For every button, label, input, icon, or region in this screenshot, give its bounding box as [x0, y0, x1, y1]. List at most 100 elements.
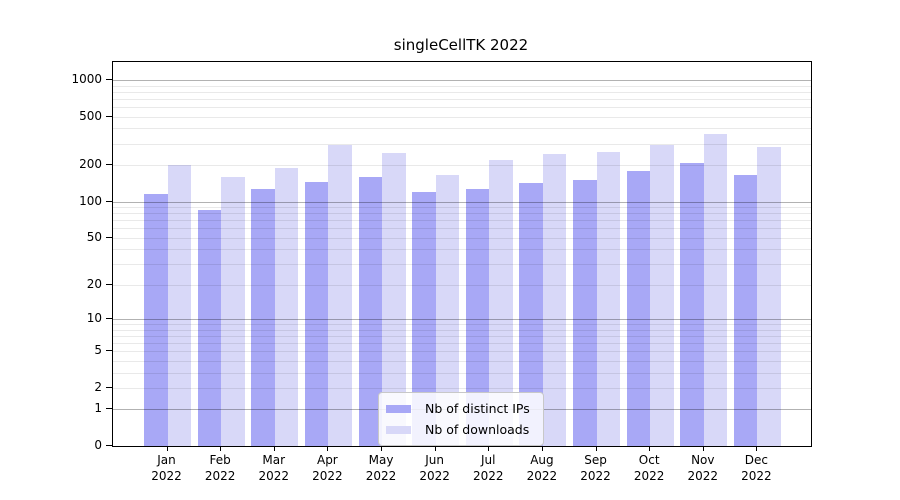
- x-tick: [434, 446, 436, 451]
- x-tick: [649, 446, 651, 451]
- y-tick: [106, 350, 112, 352]
- y-tick-label: 500: [79, 108, 102, 123]
- x-tick-label-year: 2022: [204, 469, 236, 483]
- bar-downloads-may: [382, 153, 406, 446]
- x-tick-label: Jun 2022: [406, 452, 464, 484]
- gridline-minor: [113, 107, 811, 109]
- bar-downloads-oct: [650, 145, 674, 446]
- plot-area: [112, 61, 812, 447]
- x-tick: [327, 446, 329, 451]
- y-tick: [106, 164, 112, 166]
- bar-downloads-aug: [542, 154, 567, 446]
- bar-distinct-ips-apr: [304, 182, 329, 446]
- bar-distinct-ips-mar: [251, 188, 275, 446]
- bar-distinct-ips-may: [358, 176, 383, 446]
- x-tick-label: Aug 2022: [513, 452, 571, 484]
- y-tick-label: 20: [86, 276, 102, 291]
- bar-distinct-ips-dec: [733, 175, 758, 446]
- x-tick-label-year: 2022: [365, 469, 397, 483]
- y-tick: [106, 445, 112, 446]
- y-tick-label: 200: [79, 157, 102, 172]
- x-tick-label: Sep 2022: [567, 452, 625, 484]
- x-tick-label-month: Oct: [638, 453, 660, 467]
- legend-label: Nb of distinct IPs: [425, 401, 530, 416]
- x-tick-label-year: 2022: [151, 469, 182, 483]
- bar-downloads-feb: [221, 176, 245, 446]
- x-tick-label-year: 2022: [687, 469, 719, 483]
- legend-swatch-downloads: [386, 425, 411, 434]
- bar-distinct-ips-jul: [465, 188, 490, 446]
- x-tick: [220, 446, 222, 451]
- bar-downloads-nov: [703, 134, 728, 446]
- gridline-minor: [113, 85, 811, 87]
- legend-label: Nb of downloads: [425, 422, 530, 437]
- x-tick-label: Dec 2022: [727, 452, 785, 484]
- x-tick-label-month: Jan: [157, 453, 176, 467]
- bar-distinct-ips-feb: [197, 210, 222, 446]
- y-tick: [106, 283, 112, 285]
- y-tick-label: 100: [79, 193, 102, 208]
- x-tick-label-month: Jun: [425, 453, 445, 467]
- x-tick: [273, 446, 275, 451]
- x-tick: [756, 446, 758, 451]
- x-tick-label: Feb 2022: [191, 452, 249, 484]
- x-tick-label: Jul 2022: [459, 452, 517, 484]
- x-tick: [488, 446, 490, 451]
- y-tick-label: 2: [94, 379, 102, 394]
- x-tick-label: Jan 2022: [138, 452, 196, 484]
- y-tick: [106, 386, 112, 388]
- x-tick-label-year: 2022: [312, 469, 343, 483]
- gridline-minor: [113, 91, 811, 93]
- x-tick: [595, 446, 597, 451]
- y-tick: [106, 317, 112, 319]
- chart-title: singleCellTK 2022: [393, 36, 529, 54]
- x-tick-label-month: Mar: [262, 453, 286, 467]
- y-tick-label: 1: [94, 401, 102, 416]
- x-tick-label-month: Feb: [209, 453, 231, 467]
- y-tick-label: 0: [94, 438, 102, 452]
- gridline-major: [113, 80, 811, 81]
- x-tick-label: Oct 2022: [620, 452, 678, 484]
- y-tick: [106, 408, 112, 410]
- bar-distinct-ips-jan: [144, 194, 168, 446]
- bar-distinct-ips-sep: [573, 180, 597, 446]
- x-tick-label: Mar 2022: [245, 452, 303, 484]
- x-tick: [166, 446, 168, 451]
- bar-downloads-sep: [596, 151, 621, 446]
- x-tick-label-year: 2022: [580, 469, 611, 483]
- x-tick-label-month: Sep: [584, 453, 607, 467]
- x-tick: [702, 446, 704, 451]
- y-tick-label: 1000: [71, 72, 102, 86]
- bar-distinct-ips-jun: [412, 191, 436, 446]
- x-tick-label-month: Dec: [744, 453, 769, 467]
- gridline-minor: [113, 98, 811, 100]
- x-tick-label: Nov 2022: [674, 452, 732, 484]
- x-tick-label: May 2022: [352, 452, 410, 484]
- x-tick-label-year: 2022: [258, 469, 290, 483]
- legend-item: Nb of distinct IPs: [386, 398, 535, 419]
- bar-distinct-ips-aug: [519, 182, 543, 446]
- legend-swatch-distinct-ips: [386, 404, 411, 413]
- gridline-minor: [113, 128, 811, 130]
- bar-distinct-ips-nov: [680, 162, 704, 446]
- y-tick: [106, 115, 112, 117]
- x-tick-label-year: 2022: [633, 469, 665, 483]
- x-tick-label-month: Nov: [691, 453, 715, 467]
- x-tick-label-year: 2022: [419, 469, 450, 483]
- bar-downloads-dec: [757, 147, 781, 446]
- gridline-minor: [113, 116, 811, 118]
- x-tick-label-month: Apr: [316, 453, 338, 467]
- y-tick: [106, 236, 112, 238]
- y-tick-label: 10: [86, 310, 102, 325]
- bar-distinct-ips-oct: [626, 170, 651, 446]
- x-tick-label-month: May: [368, 453, 394, 467]
- x-tick-label-month: Jul: [481, 453, 496, 467]
- x-tick-label: Apr 2022: [298, 452, 356, 484]
- x-tick-label-year: 2022: [741, 469, 772, 483]
- legend: Nb of distinct IPs Nb of downloads: [378, 392, 544, 446]
- x-tick-label-month: Aug: [530, 453, 554, 467]
- bar-downloads-mar: [274, 168, 299, 446]
- x-tick-label-year: 2022: [526, 469, 558, 483]
- bar-downloads-jun: [435, 174, 460, 446]
